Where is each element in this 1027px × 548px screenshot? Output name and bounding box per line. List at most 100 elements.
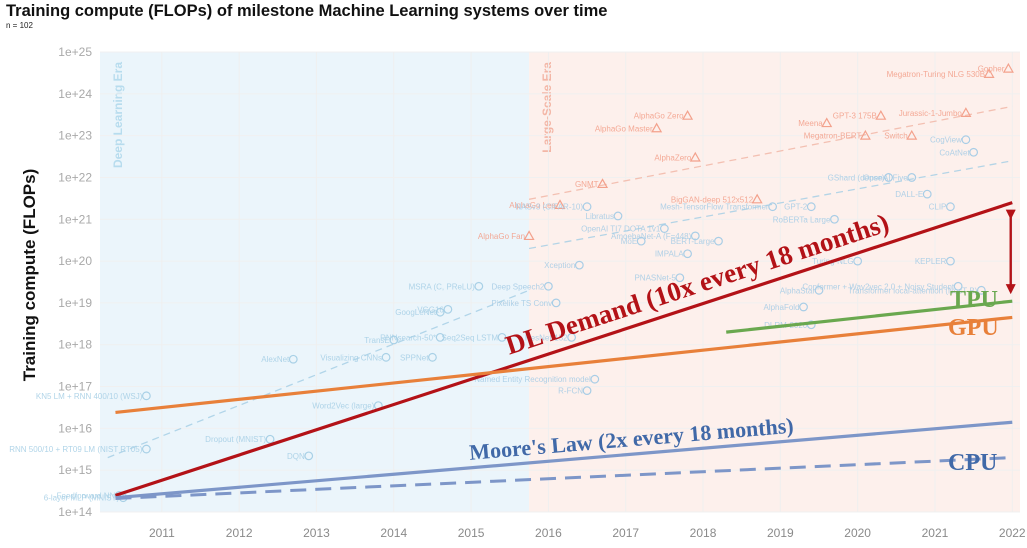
- system-point: [381, 352, 391, 362]
- trend-line: [114, 201, 1013, 497]
- system-point: [853, 256, 863, 266]
- trend-line: [115, 420, 1013, 500]
- system-point: [689, 151, 701, 162]
- system-point: [953, 281, 963, 291]
- cpu-label: CPU: [948, 450, 997, 476]
- system-point-label: CLIP: [929, 203, 947, 212]
- system-point-label: RNN 500/10 + RT09 LM (NIST RT05): [9, 445, 143, 454]
- system-point: [907, 173, 917, 182]
- y-tick-label: 1e+15: [58, 463, 92, 477]
- system-point: [884, 173, 893, 182]
- system-point: [651, 122, 663, 133]
- system-point: [922, 189, 932, 199]
- system-point-label: OpenAI TI7 DOTA 1v1: [581, 225, 661, 234]
- system-point: [554, 199, 566, 210]
- era-label-1: Deep Learning Era: [111, 62, 125, 168]
- system-point-label: Switch: [884, 132, 908, 141]
- y-tick-label: 1e+18: [58, 338, 92, 352]
- system-point: [969, 147, 979, 157]
- system-point: [683, 249, 692, 259]
- system-point: [976, 285, 986, 295]
- tpu-label: TPU: [950, 287, 998, 313]
- system-point-label: BigGAN-deep 512x512: [671, 195, 754, 204]
- system-point-label: BERT-Large: [671, 237, 715, 246]
- background-trend-line: [528, 105, 1013, 200]
- system-point-label: Deep Speech2: [491, 282, 544, 291]
- system-point: [714, 236, 723, 246]
- x-tick-label: 2015: [458, 526, 485, 540]
- system-point: [906, 129, 918, 140]
- y-tick-label: 1e+24: [58, 87, 92, 101]
- system-point: [613, 211, 623, 221]
- trend-line: [115, 315, 1013, 415]
- system-point: [960, 107, 972, 117]
- system-point-label: DALL-E: [895, 190, 923, 199]
- system-point: [141, 391, 151, 401]
- system-point-label: ResNet-152: [525, 333, 568, 342]
- system-point-label: 6-layer MLP (MNIST): [44, 494, 120, 503]
- system-point-label: GShard (dense): [828, 173, 885, 182]
- system-point-label: KN5 LM + RNN 400/10 (WSJ): [36, 392, 143, 401]
- system-point-label: GPT-3 175B: [833, 112, 877, 121]
- y-tick-label: 1e+22: [58, 170, 92, 184]
- system-point-label: OpenAI Five: [863, 173, 908, 182]
- system-point: [814, 285, 824, 295]
- system-point: [523, 230, 535, 241]
- background-trend-line: [107, 289, 530, 459]
- system-point: [590, 374, 600, 384]
- x-tick-label: 2014: [380, 526, 407, 540]
- system-point-label: AlphaStar: [780, 286, 815, 295]
- system-point-label: GNMT: [575, 180, 599, 189]
- system-point: [859, 129, 871, 140]
- system-point: [946, 202, 955, 212]
- system-point-label: Gopher: [978, 65, 1005, 74]
- system-point-label: SPPNet: [400, 353, 429, 362]
- system-point: [682, 109, 694, 120]
- system-point-label: CoAtNet: [939, 148, 970, 157]
- system-point-label: CogView: [930, 136, 962, 145]
- system-point: [946, 256, 955, 266]
- background-trend-lines: [107, 105, 1013, 459]
- y-tick-label: 1e+17: [58, 380, 92, 394]
- era-label-2: Large-Scale Era: [540, 62, 554, 153]
- system-point: [265, 434, 275, 444]
- system-point-label: IMPALA: [655, 250, 684, 259]
- system-point-label: Megatron-Turing NLG 530B: [887, 70, 985, 79]
- system-point: [961, 135, 971, 145]
- system-point: [690, 231, 700, 241]
- system-point-label: Visualizing CNNs: [320, 353, 382, 362]
- system-point: [428, 352, 437, 362]
- system-point-label: Word2Vec (large): [312, 402, 374, 411]
- system-point-label: Dropout (MNIST): [205, 435, 266, 444]
- x-tick-label: 2022: [999, 526, 1026, 540]
- system-point: [596, 178, 609, 189]
- system-point-label: Jurassic-1-Jumbo: [899, 109, 963, 118]
- y-tick-label: 1e+20: [58, 254, 92, 268]
- system-point-label: Meena: [798, 119, 823, 128]
- x-tick-label: 2018: [690, 526, 717, 540]
- system-point: [567, 332, 576, 342]
- system-point: [675, 273, 685, 283]
- x-tick-label: 2021: [922, 526, 949, 540]
- y-tick-label: 1e+14: [58, 505, 92, 519]
- system-point-label: AlphaZero: [654, 154, 691, 163]
- system-point-label: Mesh-TensorFlow Transformer: [660, 203, 769, 212]
- trend-lines: [114, 201, 1013, 501]
- system-point-label: MoE: [621, 237, 637, 246]
- system-point-label: AmoebaNet-A (F=448): [611, 232, 692, 241]
- trend-line: [726, 299, 1013, 334]
- era-backgrounds: Deep Learning Era Large-Scale Era: [100, 52, 1020, 512]
- system-point: [830, 214, 839, 224]
- era-region-1: [100, 52, 530, 512]
- chart-subtitle: n = 102: [6, 21, 33, 30]
- x-tick-label: 2019: [767, 526, 794, 540]
- axis-ticks: 1e+14 1e+15 1e+16 1e+17 1e+18 1e+19 1e+20 1e+21…: [58, 45, 1026, 540]
- y-axis-label: Training compute (FLOPs): [20, 169, 39, 382]
- system-point-label: Pixelike TS Conv: [491, 299, 552, 308]
- system-point: [443, 304, 453, 314]
- system-point-label: Libratus: [586, 212, 614, 221]
- system-point-label: VGG16: [417, 305, 444, 314]
- system-point: [806, 202, 816, 212]
- system-point-label: MSRA (C, PReLU): [409, 282, 476, 291]
